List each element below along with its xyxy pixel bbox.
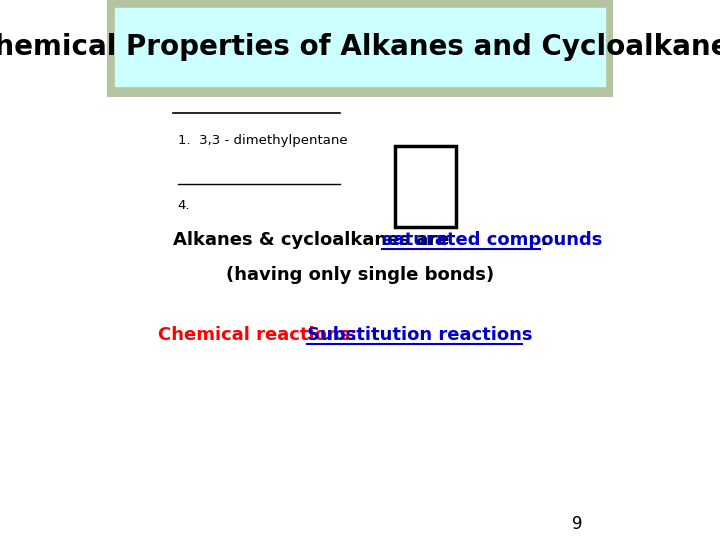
Text: 1.  3,3 - dimethylpentane: 1. 3,3 - dimethylpentane (178, 134, 348, 147)
FancyBboxPatch shape (114, 8, 606, 86)
Bar (395, 146, 456, 227)
Text: Alkanes & cycloalkanes are: Alkanes & cycloalkanes are (173, 231, 456, 249)
Text: Substitution reactions: Substitution reactions (307, 326, 533, 344)
Text: 4.: 4. (178, 199, 190, 212)
Text: (having only single bonds): (having only single bonds) (226, 266, 494, 285)
Text: 9: 9 (572, 515, 582, 533)
Text: saturated compounds: saturated compounds (382, 231, 603, 249)
Text: Chemical Properties of Alkanes and Cycloalkanes: Chemical Properties of Alkanes and Cyclo… (0, 33, 720, 61)
Text: .: . (540, 231, 547, 249)
FancyBboxPatch shape (107, 0, 613, 97)
Text: Chemical reactions:: Chemical reactions: (158, 326, 363, 344)
